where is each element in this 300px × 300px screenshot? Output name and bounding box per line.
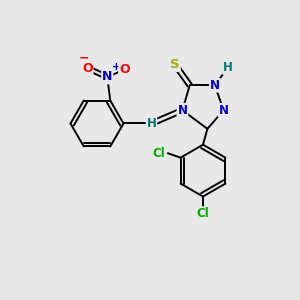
Text: −: − (79, 52, 89, 65)
Text: N: N (177, 104, 188, 117)
Text: +: + (112, 62, 121, 72)
Text: N: N (210, 79, 220, 92)
Text: N: N (219, 104, 229, 117)
Text: O: O (119, 63, 130, 76)
Text: S: S (170, 58, 180, 71)
Text: Cl: Cl (196, 207, 209, 220)
Text: N: N (102, 70, 112, 83)
Text: Cl: Cl (153, 147, 165, 160)
Text: H: H (146, 117, 156, 130)
Text: H: H (223, 61, 233, 74)
Text: O: O (82, 62, 93, 75)
